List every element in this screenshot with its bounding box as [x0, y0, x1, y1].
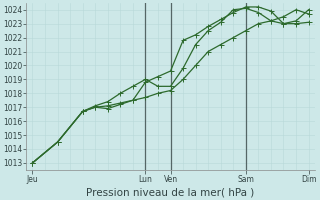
X-axis label: Pression niveau de la mer( hPa ): Pression niveau de la mer( hPa )	[86, 187, 255, 197]
